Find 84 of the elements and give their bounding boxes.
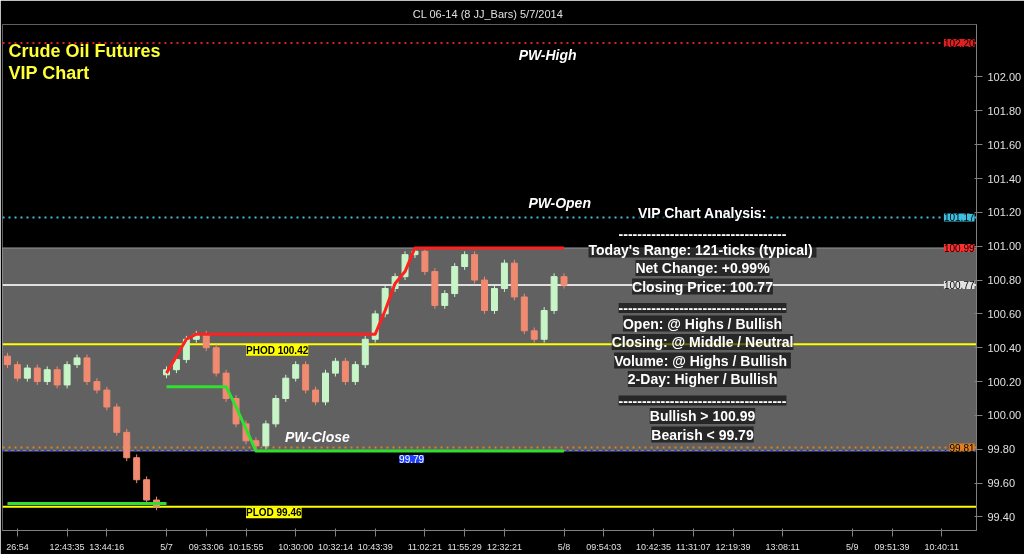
annotation: ------------------------------------ xyxy=(618,300,787,316)
candlestick xyxy=(63,360,71,389)
x-tick-label: 10:32:14 xyxy=(317,541,353,552)
annotation: 2-Day: Higher / Bullish xyxy=(627,371,778,387)
x-tick-label: 09:54:03 xyxy=(586,541,622,552)
candlestick xyxy=(83,354,91,386)
y-tick-label: 101.80 xyxy=(987,104,1022,117)
candlestick xyxy=(43,365,51,386)
x-tick-label: 13:08:11 xyxy=(765,541,800,552)
annotation: 100.99 xyxy=(943,242,975,254)
annotation: Volume: @ Highs / Bullish xyxy=(614,352,787,369)
line-series xyxy=(164,246,566,375)
x-tick-label: 09:33:06 xyxy=(188,541,224,552)
annotation: VIP Chart Analysis: xyxy=(637,204,767,221)
x-tick-label: 13:44:16 xyxy=(89,541,125,552)
line-series xyxy=(164,385,566,453)
x-tick-label: 12:32:21 xyxy=(486,541,522,552)
ref-line-label: PW-Close xyxy=(284,428,350,445)
y-tick-label: 102.00 xyxy=(987,70,1022,83)
x-tick-label: 26:54 xyxy=(6,541,29,552)
ref-line-label: PLOD 99.46 xyxy=(246,507,303,519)
candlestick xyxy=(461,250,469,271)
y-tick-label: 101.60 xyxy=(987,138,1022,151)
annotation: ------------------------------------ xyxy=(618,392,787,409)
x-tick-label: 11:02:21 xyxy=(407,541,443,552)
annotation: Closing: @ Middle / Neutral xyxy=(611,334,794,350)
candlestick xyxy=(103,386,111,411)
candlestick xyxy=(490,284,498,315)
annotation: 101.17 xyxy=(943,212,975,224)
y-tick-label: 100.20 xyxy=(987,375,1022,388)
x-tick-label: 09:51:39 xyxy=(874,541,910,552)
candlestick xyxy=(262,420,270,450)
candlestick xyxy=(441,289,449,310)
candlestick xyxy=(13,360,21,383)
x-tick-label: 12:43:35 xyxy=(49,541,85,552)
annotation: Open: @ Highs / Bullish xyxy=(622,315,783,332)
x-tick-label: 10:30:00 xyxy=(278,541,314,552)
annotation: 99.79 xyxy=(399,453,425,465)
x-tick-label: 5/9 xyxy=(846,541,859,552)
annotation: ------------------------------------ xyxy=(618,226,787,242)
y-tick-label: 99.80 xyxy=(987,443,1016,456)
y-tick-label: 99.40 xyxy=(987,510,1016,523)
annotation: Bearish < 99.79 xyxy=(651,426,754,443)
ref-line-label: PW-High xyxy=(518,47,577,64)
annotation: Net Change: +0.99% xyxy=(635,260,771,276)
candlestick xyxy=(282,374,290,403)
x-tick-label: 12:19:39 xyxy=(715,541,751,552)
candlestick xyxy=(53,365,61,389)
candlestick xyxy=(133,453,141,484)
candlestick xyxy=(292,360,300,383)
candlestick xyxy=(143,475,151,504)
ref-line-label: PW-Open xyxy=(528,195,591,212)
y-tick-label: 100.80 xyxy=(987,274,1022,287)
annotation: 99.81 xyxy=(949,442,975,454)
text: VIP Chart xyxy=(8,62,90,83)
y-tick-label: 99.60 xyxy=(987,477,1016,490)
x-tick-label: 10:40:11 xyxy=(924,541,959,552)
x-tick-label: 11:55:29 xyxy=(447,541,482,552)
x-tick-label: 11:31:07 xyxy=(676,541,711,552)
y-tick-label: 100.00 xyxy=(987,409,1022,422)
candlestick xyxy=(33,364,41,386)
y-tick-label: 100.60 xyxy=(987,307,1022,320)
text: CL 06-14 (8 JJ_Bars) 5/7/2014 xyxy=(412,7,563,20)
x-tick-label: 10:43:39 xyxy=(357,541,393,552)
x-tick-label: 5/7 xyxy=(160,541,173,552)
annotation: Today's Range: 121-ticks (typical) xyxy=(588,241,813,258)
text: Crude Oil Futures xyxy=(8,40,161,61)
ref-line-label: PHOD 100.42 xyxy=(246,344,309,356)
x-tick-label: 5/8 xyxy=(557,541,571,552)
candlestick xyxy=(341,357,349,386)
x-tick-label: 10:15:55 xyxy=(228,541,264,552)
candlestick xyxy=(312,386,320,406)
candlestick xyxy=(351,360,359,386)
y-tick-label: 101.40 xyxy=(987,172,1022,185)
x-tick-label: 10:42:35 xyxy=(635,541,672,552)
annotation: Bullish > 100.99 xyxy=(649,408,756,424)
candlestick xyxy=(331,357,339,377)
y-tick-label: 100.40 xyxy=(987,341,1022,354)
annotation: 102.20 xyxy=(943,38,975,50)
annotation: Closing Price: 100.77 xyxy=(632,278,774,295)
annotation: 100.77 xyxy=(943,280,975,292)
candlestick xyxy=(421,249,429,276)
y-tick-label: 101.00 xyxy=(987,240,1022,253)
y-tick-label: 101.20 xyxy=(987,206,1022,219)
